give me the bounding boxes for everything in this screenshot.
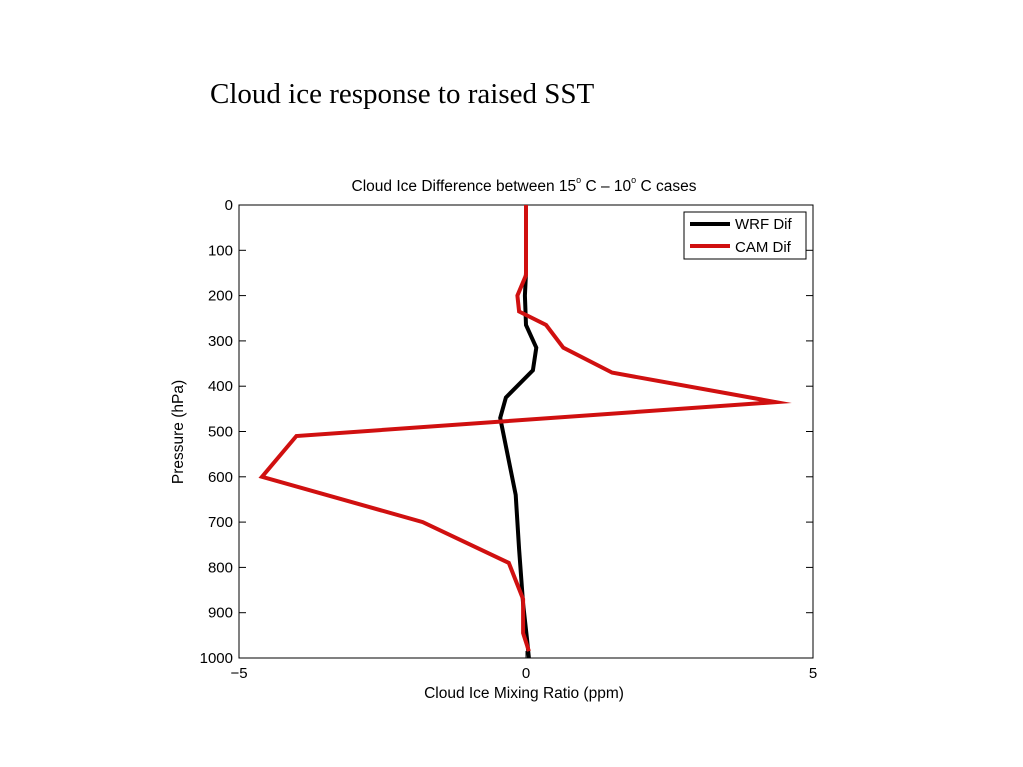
x-tick-label: 5 bbox=[809, 665, 817, 682]
y-tick-label: 200 bbox=[208, 288, 233, 305]
y-tick-label: 400 bbox=[208, 378, 233, 395]
y-tick-label: 600 bbox=[208, 469, 233, 486]
legend-label-wrf: WRF Dif bbox=[735, 216, 792, 233]
y-tick-label: 100 bbox=[208, 242, 233, 259]
legend-label-cam: CAM Dif bbox=[735, 239, 792, 256]
y-tick-label: 900 bbox=[208, 605, 233, 622]
series-lines bbox=[258, 205, 792, 659]
axis-ticks: 0 100 200 300 400 500 600 700 800 900 1000−5 0 5 bbox=[200, 197, 818, 682]
y-tick-label: 800 bbox=[208, 559, 233, 576]
chart-title: Cloud Ice Difference between 15o C – 10o… bbox=[352, 175, 697, 195]
y-tick-label: 300 bbox=[208, 333, 233, 350]
y-tick-label: 1000 bbox=[200, 650, 233, 667]
y-tick-label: 500 bbox=[208, 424, 233, 441]
slide-title: Cloud ice response to raised SST bbox=[210, 78, 595, 110]
legend: WRF Dif CAM Dif bbox=[683, 211, 807, 260]
legend-box bbox=[683, 211, 807, 260]
x-axis-label: Cloud Ice Mixing Ratio (ppm) bbox=[424, 685, 624, 702]
y-tick-label: 0 bbox=[225, 197, 233, 214]
y-axis-label: Pressure (hPa) bbox=[170, 380, 187, 484]
y-tick-label: 700 bbox=[208, 514, 233, 531]
x-tick-label: 0 bbox=[522, 665, 530, 682]
x-tick-label: −5 bbox=[230, 665, 247, 682]
series-line-cam-dif bbox=[258, 205, 792, 652]
